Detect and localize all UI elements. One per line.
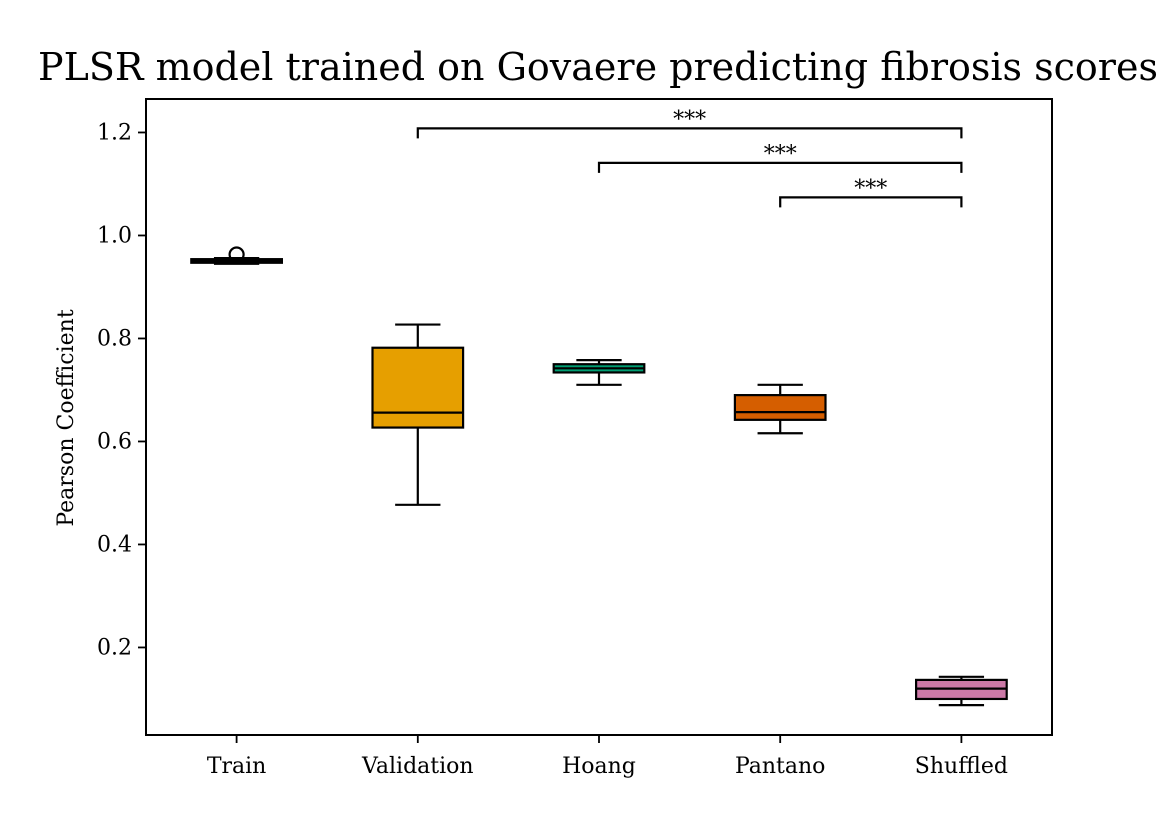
x-tick-label: Shuffled <box>915 754 1008 779</box>
axes-frame <box>145 98 1053 736</box>
significance-bracket <box>779 196 963 208</box>
plot-area: *** *** *** 0.2 0.4 0.6 0.8 1.0 1.2 Train Validati… <box>97 98 1053 779</box>
y-tick-label: 1.0 <box>97 223 132 248</box>
y-tick-label: 0.2 <box>97 635 132 660</box>
significance-label: *** <box>764 142 797 167</box>
box-pantano <box>733 394 827 421</box>
x-tick-label: Train <box>207 754 267 779</box>
x-tick-label: Hoang <box>562 754 636 779</box>
x-tick-label: Pantano <box>735 754 825 779</box>
significance-label: *** <box>673 107 706 132</box>
significance-bracket <box>597 161 963 173</box>
y-axis-label: Pearson Coefficient <box>54 309 79 526</box>
significance-bracket <box>416 127 963 139</box>
y-tick-label: 0.6 <box>97 429 132 454</box>
y-tick-label: 0.8 <box>97 326 132 351</box>
outlier-point <box>228 246 245 263</box>
x-tick-label: Validation <box>361 754 474 779</box>
chart-title: PLSR model trained on Govaere predicting… <box>38 45 1158 89</box>
y-tick-label: 0.4 <box>97 532 132 557</box>
y-tick-label: 1.2 <box>97 120 132 145</box>
box-validation <box>371 346 465 429</box>
significance-label: *** <box>854 176 887 201</box>
